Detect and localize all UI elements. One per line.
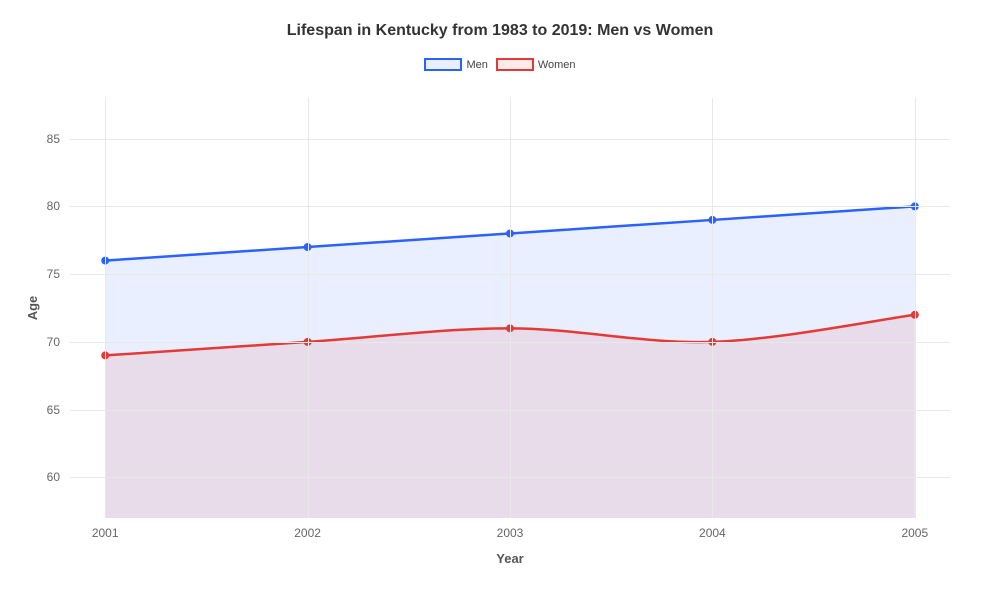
chart-title: Lifespan in Kentucky from 1983 to 2019: … [0,0,1000,40]
x-tick-label: 2004 [699,526,726,540]
legend-item-men: Men [424,58,487,71]
y-tick-label: 75 [47,267,60,281]
legend-label-men: Men [466,59,487,71]
x-tick-label: 2003 [497,526,524,540]
y-tick-label: 60 [47,470,60,484]
chart-container: Lifespan in Kentucky from 1983 to 2019: … [0,0,1000,600]
legend-label-women: Women [538,59,576,71]
grid-line-v [510,98,511,518]
y-tick-label: 65 [47,403,60,417]
grid-line-v [308,98,309,518]
y-tick-label: 85 [47,132,60,146]
y-axis-label: Age [25,296,40,321]
legend: Men Women [0,58,1000,71]
x-tick-label: 2001 [92,526,119,540]
x-tick-label: 2002 [294,526,321,540]
grid-line-v [105,98,106,518]
x-axis-label: Year [496,551,523,566]
grid-line-v [712,98,713,518]
legend-swatch-men [424,58,462,71]
grid-line-v [915,98,916,518]
legend-swatch-women [496,58,534,71]
legend-item-women: Women [496,58,576,71]
y-tick-label: 80 [47,199,60,213]
plot-area: Age Year 6065707580852001200220032004200… [70,98,950,518]
x-tick-label: 2005 [901,526,928,540]
y-tick-label: 70 [47,335,60,349]
